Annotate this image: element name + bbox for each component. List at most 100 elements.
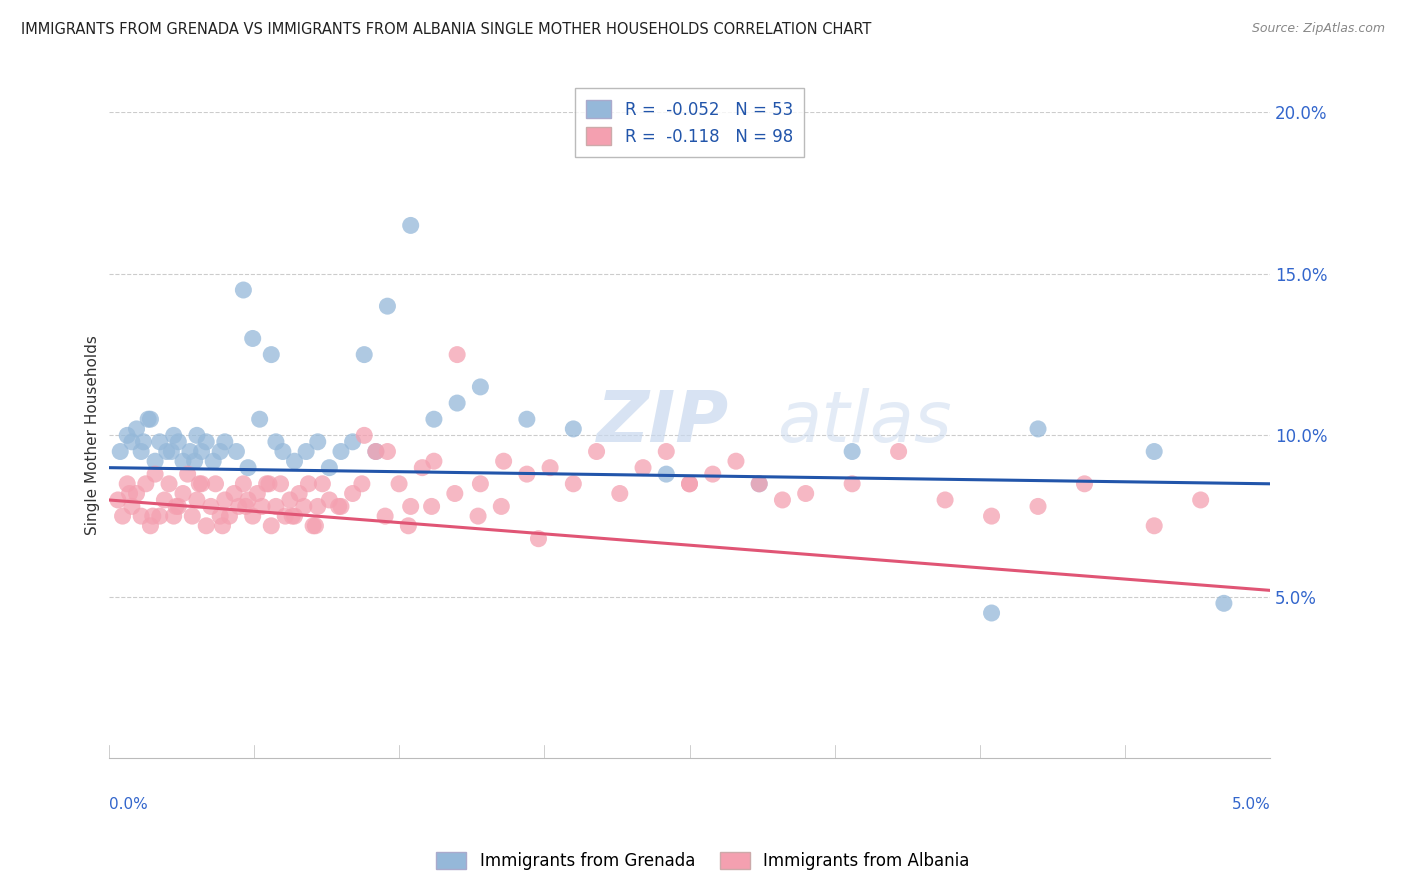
Point [143, 454, 166, 468]
Point [135, 476, 157, 491]
Point [470, 476, 492, 491]
Point [218, 509, 240, 524]
Point [260, 518, 283, 533]
Point [295, 444, 318, 458]
Point [446, 348, 468, 362]
Point [232, 283, 254, 297]
Point [841, 444, 863, 458]
Point [516, 412, 538, 426]
Point [470, 380, 492, 394]
Point [420, 500, 443, 514]
Point [129, 444, 152, 458]
Point [1026, 422, 1049, 436]
Point [250, 500, 273, 514]
Text: 5.0%: 5.0% [1232, 797, 1271, 812]
Point [236, 460, 259, 475]
Point [224, 486, 246, 500]
Point [307, 434, 329, 449]
Y-axis label: Single Mother Households: Single Mother Households [86, 335, 100, 535]
Point [678, 476, 700, 491]
Point [396, 518, 419, 533]
Point [585, 444, 607, 458]
Point [136, 412, 159, 426]
Point [278, 492, 301, 507]
Point [374, 509, 396, 524]
Point [655, 467, 678, 482]
Point [318, 460, 340, 475]
Point [655, 444, 678, 458]
Point [115, 476, 138, 491]
Point [190, 476, 212, 491]
Point [1026, 500, 1049, 514]
Point [330, 444, 353, 458]
Point [264, 500, 287, 514]
Point [202, 454, 225, 468]
Point [129, 509, 152, 524]
Point [163, 428, 186, 442]
Point [281, 509, 304, 524]
Point [186, 428, 208, 442]
Point [121, 500, 143, 514]
Point [236, 492, 259, 507]
Text: IMMIGRANTS FROM GRENADA VS IMMIGRANTS FROM ALBANIA SINGLE MOTHER HOUSEHOLDS CORR: IMMIGRANTS FROM GRENADA VS IMMIGRANTS FR… [21, 22, 872, 37]
Point [794, 486, 817, 500]
Point [423, 454, 446, 468]
Point [492, 454, 515, 468]
Point [190, 444, 212, 458]
Point [172, 486, 194, 500]
Point [353, 348, 375, 362]
Point [609, 486, 631, 500]
Point [772, 492, 794, 507]
Point [288, 486, 311, 500]
Point [307, 500, 329, 514]
Point [330, 500, 353, 514]
Point [411, 460, 433, 475]
Point [980, 509, 1002, 524]
Point [297, 476, 319, 491]
Point [121, 434, 143, 449]
Point [724, 454, 747, 468]
Point [1143, 518, 1166, 533]
Point [283, 509, 305, 524]
Point [980, 606, 1002, 620]
Point [934, 492, 956, 507]
Point [388, 476, 411, 491]
Point [167, 500, 190, 514]
Point [188, 476, 211, 491]
Point [342, 434, 364, 449]
Point [165, 500, 187, 514]
Point [232, 476, 254, 491]
Point [153, 492, 176, 507]
Point [841, 476, 863, 491]
Point [172, 454, 194, 468]
Point [516, 467, 538, 482]
Text: 0.0%: 0.0% [108, 797, 148, 812]
Point [538, 460, 561, 475]
Point [446, 396, 468, 410]
Text: atlas: atlas [776, 388, 952, 457]
Point [160, 444, 183, 458]
Point [156, 444, 179, 458]
Point [242, 509, 264, 524]
Point [143, 467, 166, 482]
Point [179, 444, 201, 458]
Point [364, 444, 387, 458]
Point [678, 476, 700, 491]
Point [142, 509, 165, 524]
Point [249, 412, 271, 426]
Point [399, 500, 422, 514]
Point [149, 509, 172, 524]
Point [1212, 596, 1234, 610]
Legend: Immigrants from Grenada, Immigrants from Albania: Immigrants from Grenada, Immigrants from… [430, 845, 976, 877]
Point [186, 492, 208, 507]
Point [1073, 476, 1095, 491]
Point [1143, 444, 1166, 458]
Point [283, 454, 305, 468]
Point [423, 412, 446, 426]
Text: ZIP: ZIP [596, 388, 728, 457]
Point [302, 518, 325, 533]
Point [163, 509, 186, 524]
Point [211, 518, 233, 533]
Point [214, 492, 236, 507]
Point [242, 331, 264, 345]
